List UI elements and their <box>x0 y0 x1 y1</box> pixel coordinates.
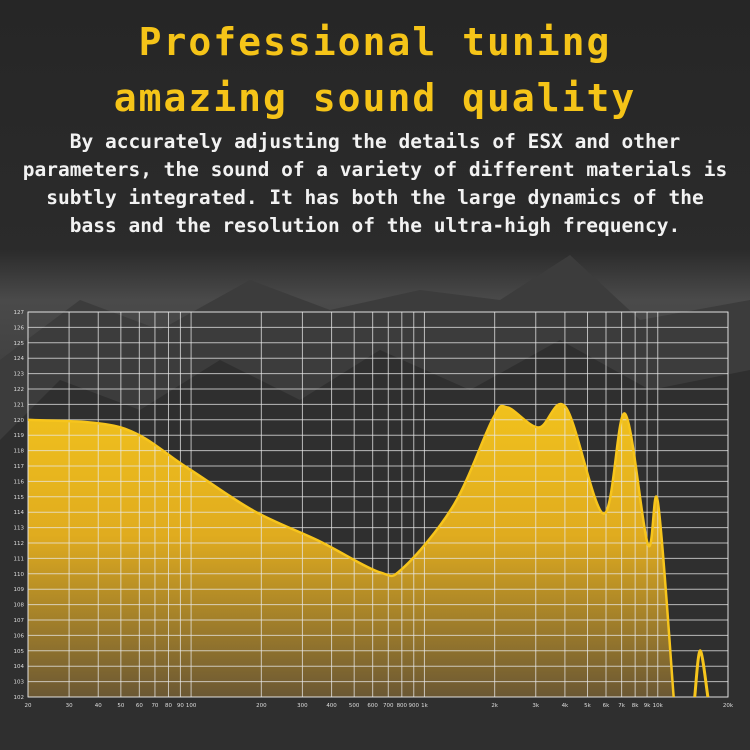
y-tick-label: 119 <box>14 433 25 439</box>
y-tick-label: 111 <box>14 556 25 562</box>
x-tick-label: 200 <box>256 703 267 709</box>
y-tick-label: 104 <box>14 664 25 670</box>
x-tick-label: 80 <box>165 703 172 709</box>
x-tick-label: 10k <box>653 703 664 709</box>
x-tick-label: 3k <box>532 703 539 709</box>
headline-line-1: Professional tuning <box>138 20 612 64</box>
y-tick-label: 107 <box>14 618 25 624</box>
x-tick-label: 20 <box>25 703 32 709</box>
x-tick-label: 400 <box>326 703 337 709</box>
y-tick-label: 109 <box>14 587 25 593</box>
y-tick-label: 116 <box>14 479 25 485</box>
x-tick-label: 6k <box>603 703 610 709</box>
y-tick-label: 110 <box>14 572 25 578</box>
y-tick-label: 122 <box>14 387 25 393</box>
x-tick-label: 20k <box>723 703 734 709</box>
y-tick-label: 108 <box>14 603 25 609</box>
x-tick-label: 7k <box>618 703 625 709</box>
y-tick-label: 106 <box>14 633 25 639</box>
x-tick-label: 90 <box>177 703 184 709</box>
x-tick-label: 500 <box>349 703 360 709</box>
x-tick-label: 5k <box>584 703 591 709</box>
x-tick-label: 8k <box>632 703 639 709</box>
response-curve-fill <box>28 403 674 697</box>
x-tick-label: 300 <box>297 703 308 709</box>
y-tick-label: 117 <box>14 464 25 470</box>
y-tick-label: 102 <box>14 695 25 701</box>
y-tick-label: 125 <box>14 341 25 347</box>
x-tick-label: 70 <box>151 703 158 709</box>
plot-frame <box>27 311 729 698</box>
y-tick-label: 112 <box>14 541 25 547</box>
x-tick-label: 40 <box>95 703 102 709</box>
response-curve-line <box>693 649 710 698</box>
y-tick-label: 126 <box>14 325 25 331</box>
response-curve-line <box>27 402 675 698</box>
x-tick-label: 4k <box>562 703 569 709</box>
x-tick-label: 2k <box>491 703 498 709</box>
y-tick-label: 127 <box>14 310 25 316</box>
y-tick-label: 118 <box>14 449 25 455</box>
x-tick-label: 600 <box>367 703 378 709</box>
x-tick-label: 800 <box>397 703 408 709</box>
x-tick-label: 900 <box>408 703 419 709</box>
x-tick-label: 1k <box>421 703 428 709</box>
y-tick-label: 115 <box>14 495 25 501</box>
x-tick-label: 100 <box>186 703 197 709</box>
x-tick-label: 60 <box>136 703 143 709</box>
y-tick-label: 103 <box>14 680 25 686</box>
headline-line-2: amazing sound quality <box>113 76 637 120</box>
y-tick-label: 121 <box>14 402 25 408</box>
y-tick-label: 120 <box>14 418 25 424</box>
description-text: By accurately adjusting the details of E… <box>22 130 728 237</box>
x-tick-label: 30 <box>66 703 73 709</box>
x-tick-label: 9k <box>644 703 651 709</box>
x-tick-label: 50 <box>117 703 124 709</box>
y-tick-label: 105 <box>14 649 25 655</box>
x-tick-label: 700 <box>383 703 394 709</box>
y-tick-label: 114 <box>14 510 25 516</box>
y-tick-label: 113 <box>14 526 25 532</box>
y-tick-label: 123 <box>14 372 25 378</box>
y-tick-label: 124 <box>14 356 25 362</box>
